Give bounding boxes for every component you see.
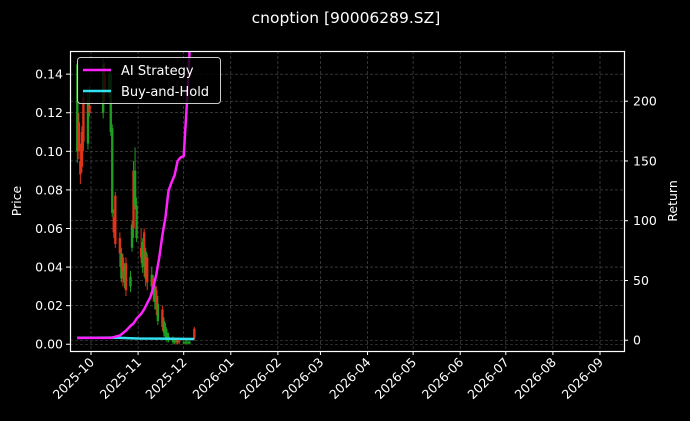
- y-axis-label-right: Return: [665, 180, 680, 221]
- x-tick-label: 2025-11: [97, 355, 145, 403]
- right-y-axis: 0 50 100 150 200: [624, 94, 657, 348]
- candle-body: [124, 263, 128, 291]
- candle-body: [193, 328, 196, 339]
- candle-body: [188, 342, 191, 344]
- y-tick-label-right: 150: [633, 153, 657, 168]
- x-tick-label: 2026-01: [189, 355, 237, 403]
- y-tick-label-right: 50: [633, 273, 649, 288]
- y-axis-label-left: Price: [9, 185, 24, 216]
- candle-body: [118, 238, 122, 254]
- candle-body: [184, 342, 187, 344]
- x-tick-label: 2026-03: [279, 355, 327, 403]
- x-tick-label: 2026-02: [236, 355, 284, 403]
- y-tick-label-left: 0.02: [35, 298, 63, 313]
- legend-buy-and-hold-label: Buy-and-Hold: [121, 85, 209, 100]
- plot-frame: [69, 50, 626, 353]
- candle-body: [185, 342, 188, 344]
- candle-body: [80, 132, 84, 167]
- y-tick-label-left: 0.14: [35, 67, 63, 82]
- x-tick-label: 2026-07: [464, 355, 512, 403]
- candle-body: [133, 170, 137, 206]
- candle-body: [146, 257, 149, 283]
- candle-body: [111, 128, 114, 214]
- y-tick-label-left: 0.00: [35, 337, 63, 352]
- candle-body: [164, 326, 167, 337]
- candle-body: [76, 64, 79, 152]
- candle-body: [123, 267, 126, 283]
- y-tick-label-left: 0.06: [35, 221, 63, 236]
- candle-body: [130, 224, 134, 248]
- legend-ai-strategy-label: AI Strategy: [121, 64, 194, 79]
- candle-body: [171, 338, 175, 343]
- candle-body: [162, 321, 166, 333]
- candle-body: [153, 286, 157, 302]
- candle-body: [177, 340, 181, 343]
- candle-body: [114, 195, 117, 244]
- candle-body: [174, 340, 178, 343]
- x-tick-label: 2025-10: [50, 354, 98, 402]
- y-tick-label-right: 100: [633, 213, 657, 228]
- candle-body: [88, 105, 91, 113]
- candle-body: [161, 309, 164, 327]
- candle-body: [173, 340, 176, 343]
- y-tick-label-left: 0.04: [35, 260, 63, 275]
- x-tick-label: 2026-06: [419, 354, 467, 402]
- candle-body: [142, 232, 146, 268]
- candle-body: [82, 97, 85, 142]
- candle-body: [155, 290, 158, 310]
- candle-body: [187, 342, 190, 344]
- y-tick-label-left: 0.10: [35, 144, 63, 159]
- candle-body: [79, 160, 82, 175]
- x-tick-label: 2026-08: [511, 354, 559, 402]
- candle-body: [156, 303, 160, 322]
- candle-body: [139, 247, 143, 258]
- legend: AI Strategy Buy-and-Hold: [77, 57, 221, 104]
- x-tick-label: 2026-09: [559, 354, 607, 402]
- candle-body: [86, 101, 90, 144]
- candle-body: [112, 216, 115, 233]
- legend-box: [77, 57, 221, 104]
- candle-body: [135, 205, 138, 239]
- candle-body: [150, 274, 153, 287]
- return-lines: [77, 51, 195, 341]
- x-tick-label: 2025-12: [142, 355, 190, 403]
- candle-body: [120, 253, 123, 279]
- y-tick-label-right: 0: [633, 333, 641, 348]
- candle-body: [182, 342, 185, 344]
- candle-body: [144, 251, 147, 279]
- ai-strategy-line: [77, 51, 191, 340]
- grid: [70, 51, 624, 351]
- candle-body: [121, 257, 125, 271]
- x-tick-label: 2026-05: [372, 355, 420, 403]
- left-y-axis: 0.00 0.02 0.04 0.06 0.08 0.10 0.12 0.14: [35, 67, 70, 352]
- y-tick-label-left: 0.08: [35, 182, 63, 197]
- candle-body: [132, 170, 135, 229]
- candle-body: [165, 332, 169, 339]
- x-tick-label: 2026-04: [326, 354, 374, 402]
- candle-body: [141, 241, 144, 268]
- candle-body: [77, 122, 81, 152]
- candle-body: [176, 340, 179, 343]
- y-tick-label-left: 0.12: [35, 105, 63, 120]
- chart-title: cnoption [90006289.SZ]: [252, 9, 441, 27]
- candle-body: [129, 276, 132, 287]
- y-tick-label-right: 200: [633, 94, 657, 109]
